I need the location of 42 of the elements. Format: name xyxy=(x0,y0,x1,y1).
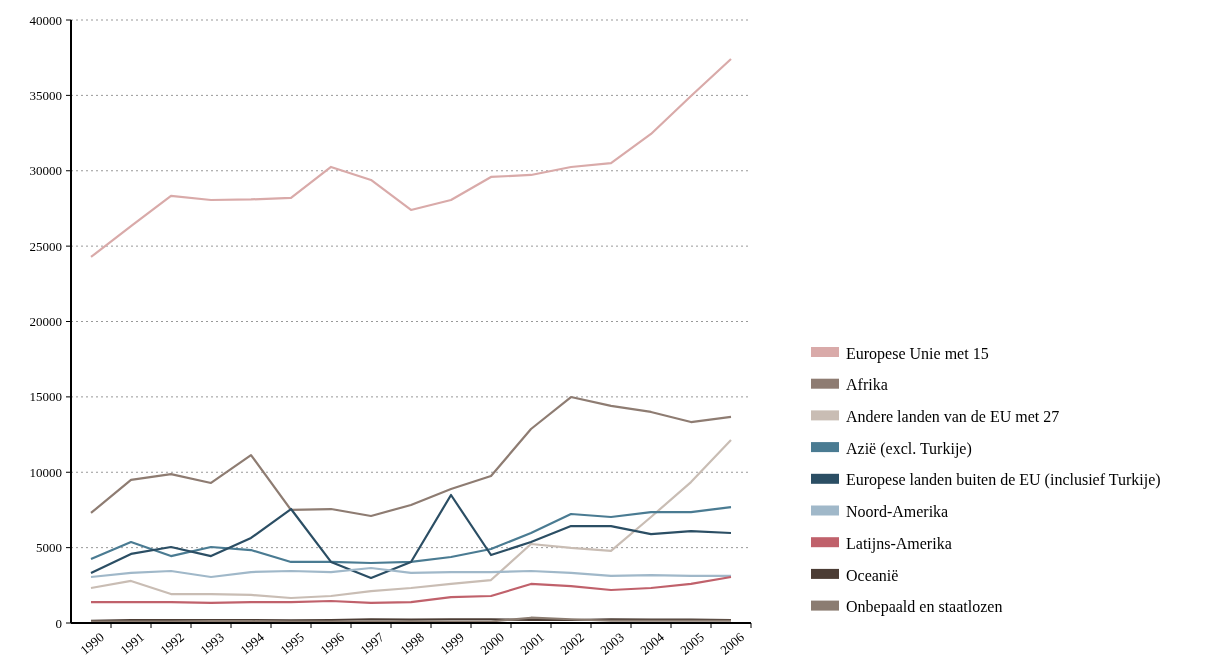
x-tick-label: 1998 xyxy=(397,629,427,658)
y-tick-label: 40000 xyxy=(29,12,62,28)
x-tick-label: 2003 xyxy=(597,629,627,658)
x-tick-label: 2002 xyxy=(557,629,587,658)
x-tick-label: 2004 xyxy=(637,629,668,658)
line-series xyxy=(89,57,733,259)
line-series xyxy=(89,438,733,600)
x-tick-label: 1994 xyxy=(237,629,268,658)
y-tick-label: 0 xyxy=(55,615,62,631)
x-tick-label: 2001 xyxy=(517,629,547,658)
x-tick-label: 1990 xyxy=(77,629,107,658)
x-tick-label: 2005 xyxy=(677,629,707,658)
x-tick-label: 2000 xyxy=(477,629,507,658)
x-tick-label: 1992 xyxy=(157,629,187,658)
x-tick-label: 1999 xyxy=(437,629,467,658)
line-series xyxy=(89,505,733,565)
y-tick-label: 5000 xyxy=(36,540,62,556)
legend-label: Latijns-Amerika xyxy=(846,534,952,553)
legend-label: Oceanië xyxy=(846,566,899,584)
legend-label: Afrika xyxy=(846,376,888,394)
x-tick-label: 1991 xyxy=(117,629,147,658)
line-series xyxy=(89,566,733,579)
x-tick-label: 1996 xyxy=(317,629,348,658)
legend-label: Onbepaald en staatlozen xyxy=(846,598,1003,617)
x-tick-label: 2006 xyxy=(717,629,748,658)
y-tick-label: 10000 xyxy=(29,464,62,480)
x-tick-label: 1993 xyxy=(197,629,227,658)
y-tick-label: 30000 xyxy=(29,163,62,179)
x-tick-label: 1995 xyxy=(277,629,307,658)
line-series xyxy=(89,395,733,518)
legend-label: Europese landen buiten de EU (inclusief Turkije) xyxy=(846,471,1161,490)
legend-label: Noord-Amerika xyxy=(846,503,949,521)
y-tick-label: 15000 xyxy=(29,389,62,405)
line-series xyxy=(89,493,733,580)
x-tick-label: 1997 xyxy=(357,629,388,658)
y-tick-label: 35000 xyxy=(29,87,62,103)
legend-label: Azië (excl. Turkije) xyxy=(846,439,972,458)
line-series xyxy=(89,575,733,605)
y-tick-label: 20000 xyxy=(29,314,62,330)
legend-label: Europese Unie met 15 xyxy=(846,344,989,363)
y-tick-label: 25000 xyxy=(29,238,62,254)
legend-label: Andere landen van de EU met 27 xyxy=(846,408,1060,425)
